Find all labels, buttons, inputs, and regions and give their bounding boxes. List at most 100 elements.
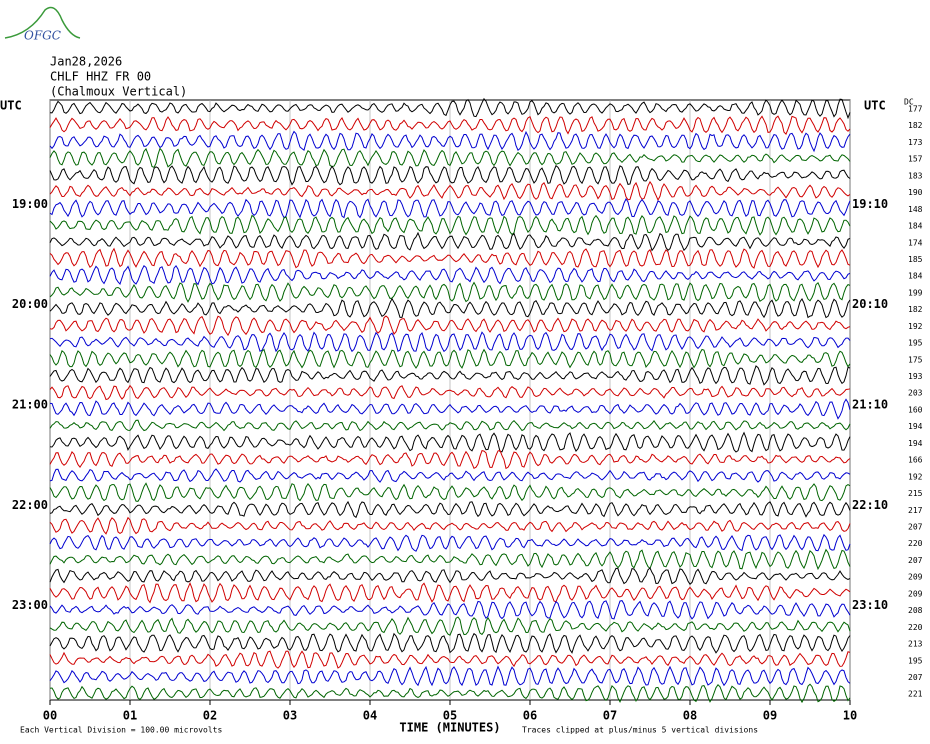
trace <box>49 500 851 519</box>
dc-value: 192 <box>908 472 923 481</box>
trace <box>49 315 851 337</box>
x-tick-label: 05 <box>443 709 457 723</box>
trace <box>49 365 851 386</box>
x-tick-label: 10 <box>843 709 857 723</box>
trace <box>49 164 851 186</box>
x-tick-label: 01 <box>123 709 137 723</box>
trace <box>49 468 851 483</box>
right-hour: 23:10 <box>852 598 888 612</box>
x-tick-label: 02 <box>203 709 217 723</box>
dc-header: DC <box>904 98 914 107</box>
dc-value: 160 <box>908 405 923 414</box>
trace <box>49 665 851 687</box>
x-tick-label: 09 <box>763 709 777 723</box>
logo-curve <box>4 6 81 39</box>
station: CHLF HHZ FR 00 <box>50 70 151 84</box>
dc-value: 207 <box>908 556 923 565</box>
date: Jan28,2026 <box>50 55 122 69</box>
right-hour: 21:10 <box>852 397 888 411</box>
dc-value: 209 <box>908 589 923 598</box>
dc-value: 185 <box>908 255 923 264</box>
trace <box>49 398 851 420</box>
trace <box>49 384 851 401</box>
dc-value: 221 <box>908 690 923 699</box>
dc-value: 182 <box>908 121 923 130</box>
left-hour: 21:00 <box>12 397 48 411</box>
trace <box>49 198 851 219</box>
trace <box>49 214 851 236</box>
footer-left: Each Vertical Division = 100.00 microvol… <box>20 726 222 735</box>
dc-value: 195 <box>908 656 923 665</box>
trace <box>49 581 851 604</box>
dc-value: 194 <box>908 422 923 431</box>
trace <box>49 650 851 669</box>
trace <box>49 533 851 552</box>
trace <box>49 147 851 169</box>
trace <box>49 97 851 120</box>
trace <box>49 115 851 135</box>
right-unit: UTC <box>864 99 886 113</box>
dc-value: 173 <box>908 138 923 147</box>
trace <box>49 482 851 502</box>
trace <box>49 331 851 353</box>
trace <box>49 247 851 269</box>
x-tick-label: 04 <box>363 709 377 723</box>
dc-value: 220 <box>908 623 923 632</box>
dc-value: 213 <box>908 640 923 649</box>
x-tick-label: 03 <box>283 709 297 723</box>
trace <box>49 431 851 453</box>
trace <box>49 616 851 636</box>
trace <box>49 281 851 303</box>
dc-value: 207 <box>908 523 923 532</box>
dc-value: 203 <box>908 389 923 398</box>
dc-value: 208 <box>908 606 923 615</box>
dc-value: 220 <box>908 539 923 548</box>
dc-value: 184 <box>908 272 923 281</box>
dc-value: 148 <box>908 205 923 214</box>
dc-value: 175 <box>908 355 923 364</box>
left-hour: 19:00 <box>12 197 48 211</box>
trace <box>49 297 851 319</box>
dc-value: 182 <box>908 305 923 314</box>
dc-value: 217 <box>908 506 923 515</box>
location: (Chalmoux Vertical) <box>50 85 187 99</box>
right-hour: 20:10 <box>852 297 888 311</box>
dc-value: 192 <box>908 322 923 331</box>
left-unit: UTC <box>0 99 22 113</box>
trace <box>49 600 851 620</box>
left-hour: 22:00 <box>12 498 48 512</box>
right-hour: 22:10 <box>852 498 888 512</box>
dc-value: 183 <box>908 171 923 180</box>
trace <box>49 264 851 286</box>
trace <box>49 548 851 571</box>
dc-value: 195 <box>908 339 923 348</box>
left-hour: 23:00 <box>12 598 48 612</box>
dc-value: 177 <box>908 105 923 114</box>
x-tick-label: 00 <box>43 709 57 723</box>
trace <box>49 231 851 252</box>
trace <box>49 632 851 654</box>
trace <box>49 130 851 153</box>
trace <box>49 567 851 585</box>
x-tick-label: 08 <box>683 709 697 723</box>
trace <box>49 180 851 202</box>
trace <box>49 683 851 704</box>
trace <box>49 516 851 535</box>
trace <box>49 348 851 369</box>
dc-value: 194 <box>908 439 923 448</box>
dc-value: 190 <box>908 188 923 197</box>
dc-value: 209 <box>908 573 923 582</box>
x-label: TIME (MINUTES) <box>399 721 500 735</box>
dc-value: 193 <box>908 372 923 381</box>
right-hour: 19:10 <box>852 197 888 211</box>
dc-value: 207 <box>908 673 923 682</box>
dc-value: 174 <box>908 238 923 247</box>
logo: OFGC <box>24 29 61 43</box>
dc-value: 215 <box>908 489 923 498</box>
footer-right: Traces clipped at plus/minus 5 vertical … <box>522 726 758 735</box>
dc-value: 199 <box>908 288 923 297</box>
dc-value: 157 <box>908 155 923 164</box>
x-tick-label: 06 <box>523 709 537 723</box>
trace <box>49 449 851 470</box>
